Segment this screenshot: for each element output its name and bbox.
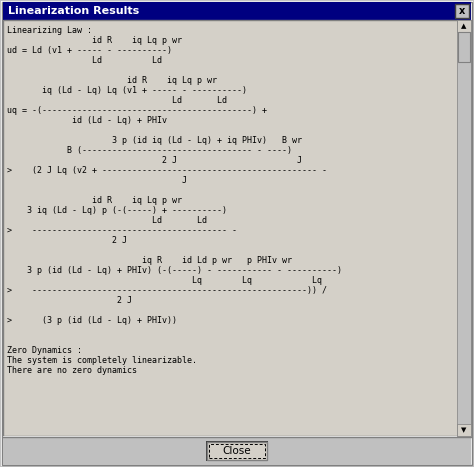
Text: x: x	[459, 6, 465, 16]
Bar	[3, 2, 471, 20]
Text: id R    iq Lq p wr: id R iq Lq p wr	[7, 36, 182, 45]
Text: Linearization Results: Linearization Results	[8, 6, 139, 16]
Text: >      (3 p (id (Ld - Lq) + PHIv)): > (3 p (id (Ld - Lq) + PHIv))	[7, 316, 177, 325]
Text: id (Ld - Lq) + PHIv: id (Ld - Lq) + PHIv	[7, 116, 167, 125]
Bar	[206, 441, 268, 461]
Text: ud = Ld (v1 + ----- - ----------): ud = Ld (v1 + ----- - ----------)	[7, 46, 172, 55]
Text: J: J	[7, 176, 187, 185]
Text: Linearizing Law :: Linearizing Law :	[7, 26, 92, 35]
Text: >    --------------------------------------- -: > --------------------------------------…	[7, 226, 237, 235]
Text: 3 iq (Ld - Lq) p (-(-----) + ----------): 3 iq (Ld - Lq) p (-(-----) + ----------)	[7, 206, 227, 215]
Text: ▲: ▲	[461, 23, 467, 29]
Text: >    (2 J Lq (v2 + ------------------------------------------- -: > (2 J Lq (v2 + ------------------------…	[7, 166, 327, 175]
Bar	[207, 442, 267, 460]
Text: iq R    id Ld p wr   p PHIv wr: iq R id Ld p wr p PHIv wr	[7, 256, 292, 265]
Text: Ld       Ld: Ld Ld	[7, 96, 227, 105]
Text: Ld       Ld: Ld Ld	[7, 216, 207, 225]
Text: B (---------------------------------- - ----): B (---------------------------------- - …	[7, 146, 292, 155]
Text: >    -------------------------------------------------------)) /: > --------------------------------------…	[7, 286, 327, 295]
Bar	[3, 20, 471, 436]
Bar	[457, 20, 471, 436]
Text: The system is completely linearizable.: The system is completely linearizable.	[7, 356, 197, 365]
Bar	[457, 424, 471, 436]
Text: uq = -(------------------------------------------) +: uq = -(---------------------------------…	[7, 106, 267, 115]
Text: There are no zero dynamics: There are no zero dynamics	[7, 366, 137, 375]
Text: id R    iq Lq p wr: id R iq Lq p wr	[7, 76, 217, 85]
Text: 3 p (id (Ld - Lq) + PHIv) (-(-----) - ----------- - ----------): 3 p (id (Ld - Lq) + PHIv) (-(-----) - --…	[7, 266, 342, 275]
Text: 2 J: 2 J	[7, 236, 127, 245]
Text: Lq        Lq            Lq: Lq Lq Lq	[7, 276, 322, 285]
Text: id R    iq Lq p wr: id R iq Lq p wr	[7, 196, 182, 205]
Text: Zero Dynamics :: Zero Dynamics :	[7, 346, 82, 355]
Bar	[457, 20, 471, 32]
Bar	[209, 444, 265, 458]
Text: Close: Close	[223, 446, 251, 456]
Text: 2 J                        J: 2 J J	[7, 156, 302, 165]
Bar	[455, 4, 469, 18]
Bar	[3, 437, 471, 465]
Text: 3 p (id iq (Ld - Lq) + iq PHIv)   B wr: 3 p (id iq (Ld - Lq) + iq PHIv) B wr	[7, 136, 302, 145]
Text: iq (Ld - Lq) Lq (v1 + ----- - ----------): iq (Ld - Lq) Lq (v1 + ----- - ----------…	[7, 86, 247, 95]
Text: Ld          Ld: Ld Ld	[7, 56, 162, 65]
Text: 2 J: 2 J	[7, 296, 132, 305]
Bar	[458, 32, 470, 62]
Text: ▼: ▼	[461, 427, 467, 433]
